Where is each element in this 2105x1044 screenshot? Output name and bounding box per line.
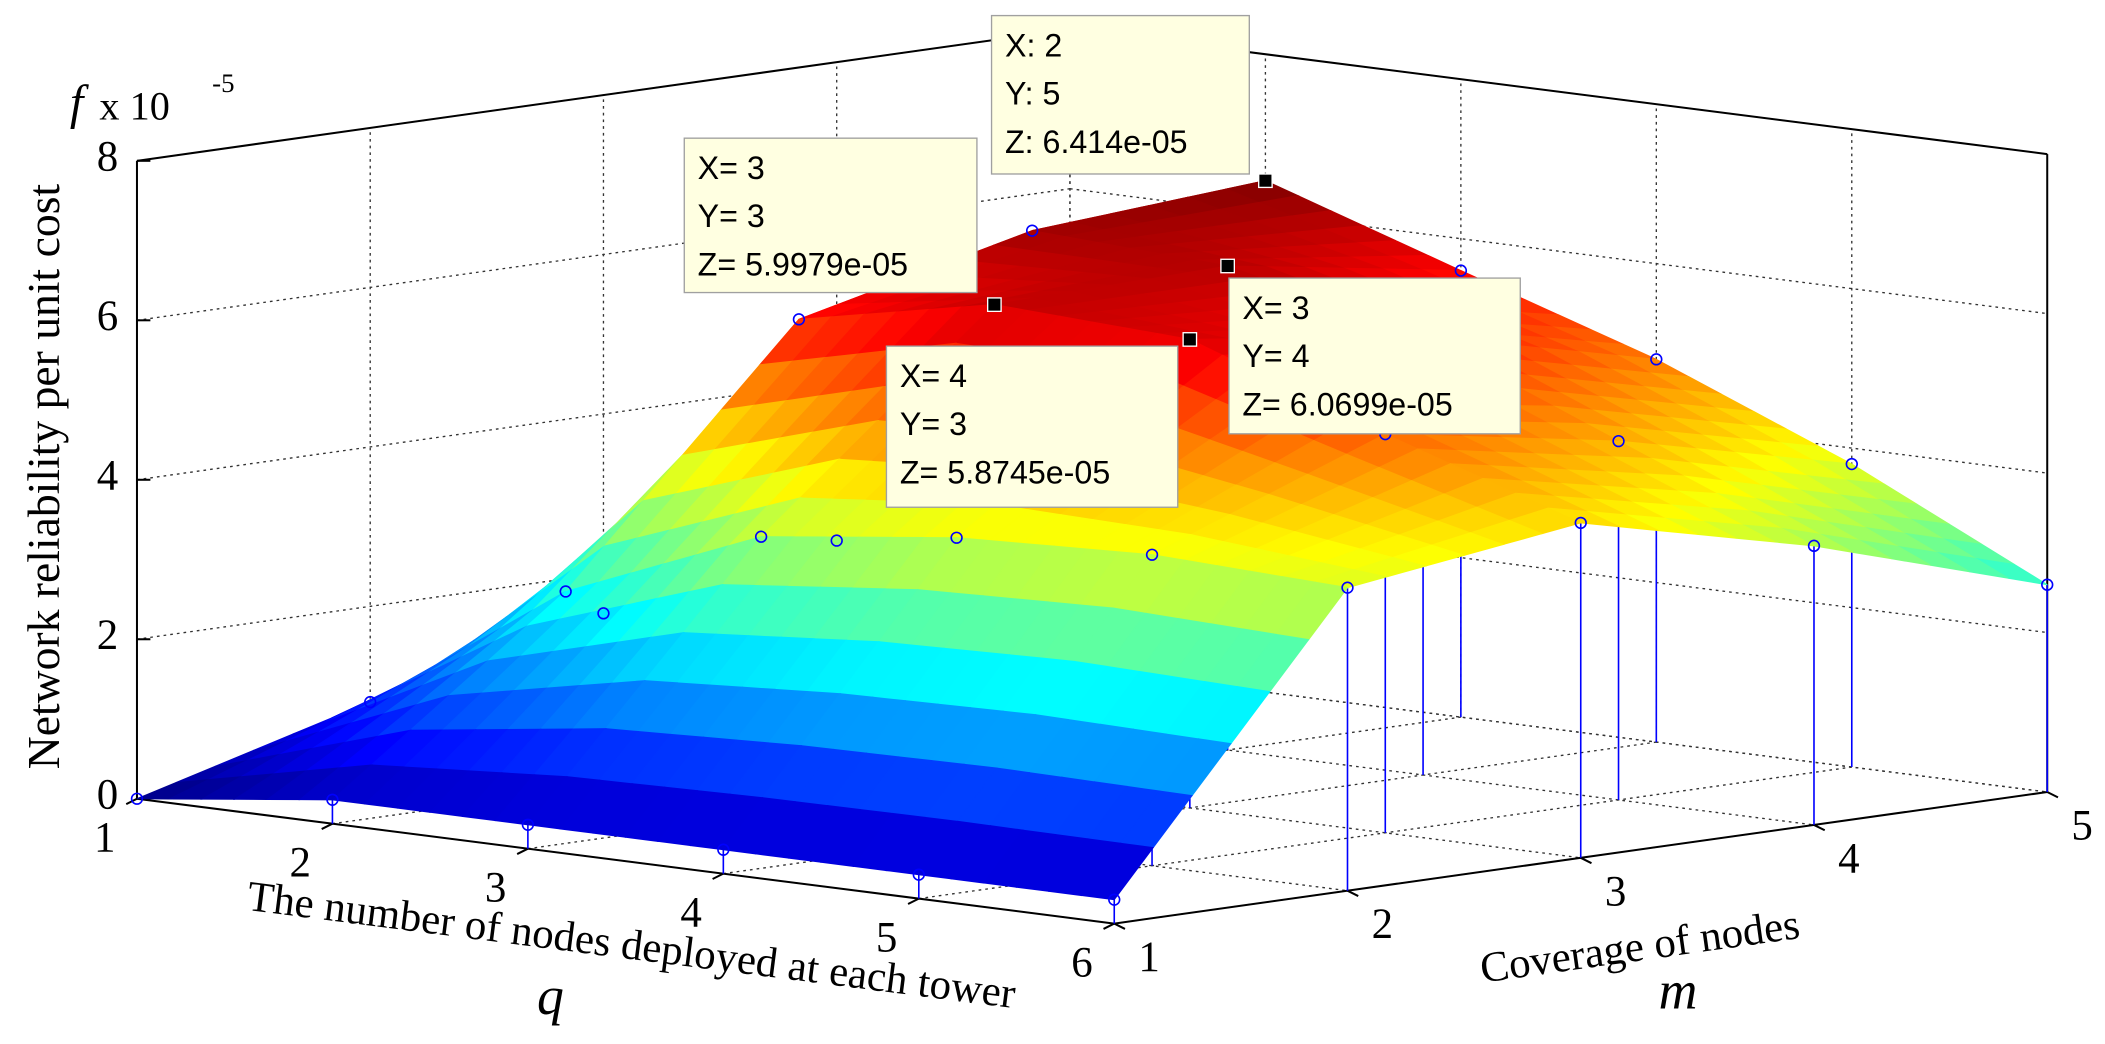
surface-layer bbox=[136, 179, 2048, 901]
multiplier-exponent: -5 bbox=[212, 68, 234, 98]
data-point bbox=[1454, 264, 1468, 277]
datatip-text: Y= 3 bbox=[698, 198, 765, 234]
z-tick-label: 6 bbox=[97, 293, 118, 340]
data-point bbox=[364, 695, 377, 709]
grid-line bbox=[1069, 666, 2048, 793]
data-point bbox=[1845, 457, 1858, 471]
tick-mark bbox=[1580, 856, 1592, 865]
data-point bbox=[792, 313, 806, 326]
x-axis-symbol: q bbox=[537, 966, 564, 1026]
data-point bbox=[830, 534, 843, 547]
datatip-text: Y= 3 bbox=[900, 406, 967, 442]
marker-layer: X: 2 Y: 5 Z: 6.414e-05 X= 3 Y= 3 Z= 5.9979e-0… bbox=[130, 14, 2054, 906]
z-tick-label: 2 bbox=[97, 612, 118, 659]
x-tick-label: 1 bbox=[94, 815, 115, 862]
datatip-box bbox=[1228, 277, 1521, 435]
datatip-marker bbox=[1220, 258, 1236, 274]
y-tick-label: 5 bbox=[2071, 802, 2092, 849]
axis-line bbox=[136, 797, 1115, 925]
grid-line bbox=[836, 699, 1815, 826]
datatip-text: Y: 5 bbox=[1005, 76, 1061, 112]
datatip-marker bbox=[1182, 332, 1198, 347]
data-point bbox=[1025, 224, 1039, 237]
tick-mark bbox=[1113, 922, 1126, 930]
grid-line bbox=[1069, 188, 2048, 315]
data-point bbox=[326, 793, 339, 806]
x-tick-label: 2 bbox=[289, 840, 310, 887]
tick-mark bbox=[907, 897, 920, 905]
data-point bbox=[1574, 516, 1587, 530]
tick-mark bbox=[516, 847, 529, 855]
grid-line bbox=[136, 347, 1071, 481]
tick-mark bbox=[1813, 824, 1826, 832]
data-point bbox=[950, 531, 963, 544]
data-point bbox=[2041, 578, 2054, 591]
multiplier-symbol: f bbox=[70, 76, 89, 129]
datatip-text: X: 2 bbox=[1005, 27, 1062, 63]
tick-mark bbox=[712, 872, 724, 880]
data-point bbox=[912, 868, 925, 881]
datatip-box bbox=[885, 345, 1179, 508]
data-point bbox=[521, 818, 535, 831]
z-tick-label: 8 bbox=[97, 134, 118, 181]
z-tick-label: 4 bbox=[97, 453, 118, 500]
data-point bbox=[1650, 353, 1663, 366]
axis-line bbox=[136, 28, 1071, 162]
tick-mark bbox=[1347, 889, 1359, 897]
data-point bbox=[1807, 539, 1821, 553]
datatip-text: Z= 5.9979e-05 bbox=[698, 247, 908, 283]
datatip-marker bbox=[986, 297, 1002, 313]
data-point bbox=[717, 843, 730, 856]
datatip-marker bbox=[1258, 173, 1273, 189]
datatip-text: Z: 6.414e-05 bbox=[1005, 124, 1188, 160]
z-axis-label: Network reliability per unit cost bbox=[18, 184, 69, 770]
tick-mark bbox=[2046, 791, 2059, 799]
x-tick-label: 4 bbox=[680, 889, 701, 936]
datatip-text: X= 4 bbox=[900, 358, 967, 394]
datatip-box bbox=[683, 137, 978, 294]
data-point bbox=[597, 607, 610, 620]
y-tick-label: 1 bbox=[1138, 934, 1159, 981]
datatip-text: Y= 4 bbox=[1242, 338, 1309, 374]
data-point bbox=[1108, 893, 1121, 906]
tick-mark bbox=[321, 822, 333, 830]
grid-line bbox=[1069, 507, 2048, 634]
data-point bbox=[559, 585, 572, 598]
datatip-text: X= 3 bbox=[1242, 290, 1309, 326]
z-tick-label: 0 bbox=[97, 772, 118, 819]
x-tick-label: 6 bbox=[1071, 939, 1092, 986]
datatip-text: Z= 5.8745e-05 bbox=[900, 455, 1110, 491]
multiplier-base: x 10 bbox=[99, 83, 169, 128]
data-point bbox=[130, 792, 144, 805]
data-point bbox=[1341, 581, 1354, 594]
y-axis-label: Coverage of nodes bbox=[1477, 901, 1802, 992]
x-tick-label: 3 bbox=[485, 864, 506, 911]
tick-mark bbox=[1103, 922, 1115, 930]
data-point bbox=[1612, 434, 1625, 448]
x-axis-label: The number of nodes deployed at each tow… bbox=[245, 873, 1018, 1018]
surface-patch bbox=[1080, 842, 1155, 901]
y-tick-label: 2 bbox=[1372, 901, 1393, 948]
datatip-text: Z= 6.0699e-05 bbox=[1242, 386, 1452, 422]
y-axis-symbol: m bbox=[1659, 960, 1698, 1020]
data-point bbox=[1145, 548, 1159, 561]
datatip-text: X= 3 bbox=[698, 150, 765, 186]
y-tick-label: 3 bbox=[1605, 868, 1626, 915]
data-point bbox=[754, 530, 768, 543]
x-tick-label: 5 bbox=[876, 914, 897, 961]
datatip-box bbox=[990, 14, 1250, 175]
y-tick-label: 4 bbox=[1838, 835, 1859, 882]
